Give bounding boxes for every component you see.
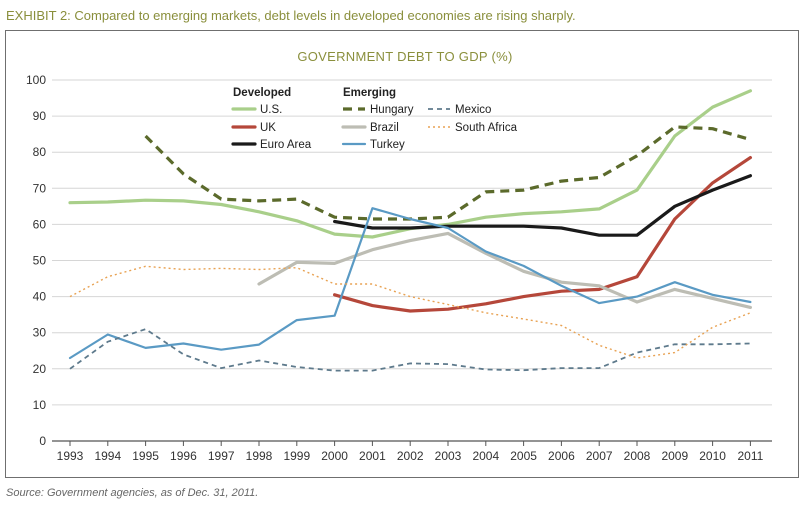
y-tick-label: 0 xyxy=(39,434,46,448)
x-tick-label: 2010 xyxy=(699,449,726,463)
series-line-hungary xyxy=(144,125,751,221)
x-tick-label: 1994 xyxy=(94,449,121,463)
legend-label: Mexico xyxy=(455,104,491,116)
axes: 0 10 20 30 40 50 60 70 80 90 100 1993 1994 1995 1996 19… xyxy=(26,73,772,463)
y-tick-label: 60 xyxy=(33,217,47,231)
x-tick-label: 1997 xyxy=(208,449,235,463)
legend-label: U.S. xyxy=(260,104,282,116)
y-tick-label: 10 xyxy=(33,398,47,412)
y-tick-label: 30 xyxy=(33,326,47,340)
legend-group-title: Emerging xyxy=(343,87,396,99)
legend: Developed U.S. UK Euro Area Emerging Hungary B… xyxy=(231,87,518,151)
y-tick-label: 70 xyxy=(33,181,47,195)
y-tick-label: 100 xyxy=(26,73,46,87)
series-lines xyxy=(68,89,752,372)
x-tick-label: 2002 xyxy=(397,449,424,463)
x-tick-label: 2011 xyxy=(737,449,763,463)
x-tick-label: 2001 xyxy=(359,449,386,463)
legend-label: UK xyxy=(260,122,276,134)
series-line-euro-area xyxy=(333,174,752,237)
legend-group-title: Developed xyxy=(233,87,291,99)
exhibit-title: EXHIBIT 2: Compared to emerging markets,… xyxy=(6,8,576,23)
y-tick-label: 40 xyxy=(33,290,47,304)
y-tick-label: 90 xyxy=(33,109,47,123)
series-line-turkey xyxy=(68,207,752,360)
chart-frame xyxy=(5,30,799,478)
y-tick-label: 50 xyxy=(33,254,47,268)
source-note: Source: Government agencies, as of Dec. … xyxy=(6,487,259,499)
y-tick-label: 20 xyxy=(33,362,47,376)
x-tick-label: 1998 xyxy=(246,449,273,463)
x-tick-label: 2007 xyxy=(586,449,613,463)
x-tick-label: 1995 xyxy=(132,449,159,463)
legend-label: Hungary xyxy=(370,104,414,116)
x-tick-label: 1993 xyxy=(57,449,84,463)
x-tick-label: 2005 xyxy=(510,449,537,463)
legend-label: South Africa xyxy=(455,122,518,134)
x-tick-label: 2000 xyxy=(321,449,348,463)
x-tick-label: 2009 xyxy=(661,449,688,463)
x-tick-label: 1999 xyxy=(283,449,310,463)
legend-label: Euro Area xyxy=(260,139,312,151)
series-line-mexico xyxy=(69,328,751,372)
x-tick-label: 2008 xyxy=(624,449,651,463)
x-tick-label: 2004 xyxy=(472,449,499,463)
series-line-uk xyxy=(333,156,752,313)
gridlines xyxy=(52,79,772,406)
x-tick-label: 2006 xyxy=(548,449,575,463)
chart-title: GOVERNMENT DEBT TO GDP (%) xyxy=(297,49,512,64)
legend-label: Brazil xyxy=(370,122,399,134)
x-tick-label: 1996 xyxy=(170,449,197,463)
series-line-brazil xyxy=(257,231,752,309)
x-tick-label: 2003 xyxy=(435,449,462,463)
y-tick-label: 80 xyxy=(33,145,47,159)
legend-label: Turkey xyxy=(370,139,405,151)
